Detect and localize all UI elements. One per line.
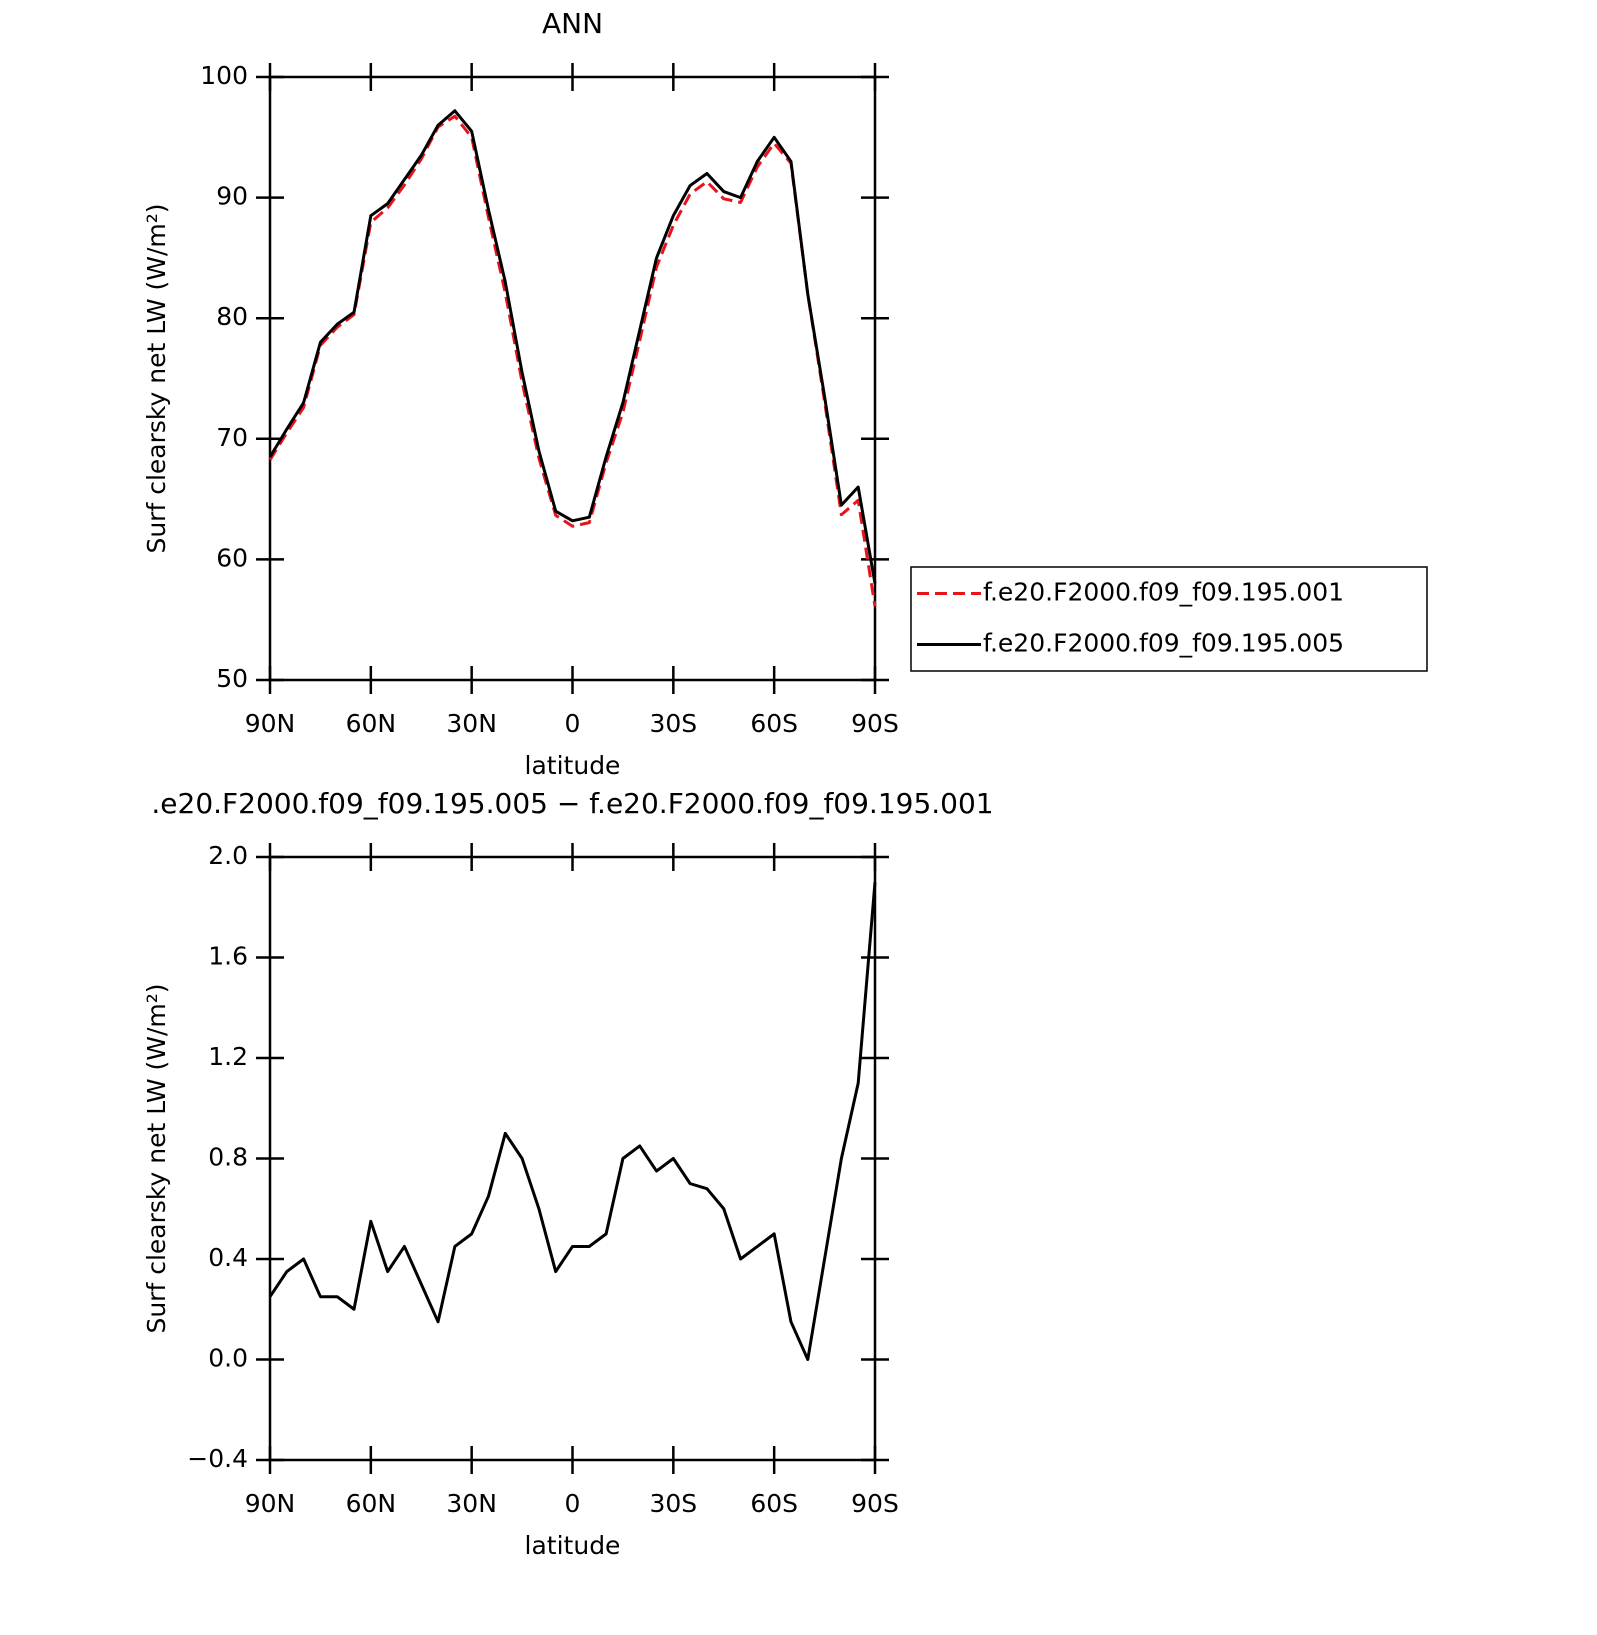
x-tick-label: 60S [750,709,798,738]
y-tick-label: 2.0 [208,841,248,870]
x-tick-label: 90N [245,709,296,738]
y-axis-label: Surf clearsky net LW (W/m²) [142,203,171,553]
x-tick-label: 0 [565,1489,581,1518]
y-tick-label: 1.6 [208,942,248,971]
data-line [268,114,877,607]
y-tick-label: 90 [216,182,248,211]
chart-title: ANN [542,7,603,40]
legend-label: f.e20.F2000.f09_f09.195.001 [983,578,1344,607]
y-tick-label: 0.0 [208,1344,248,1373]
y-tick-label: 50 [216,664,248,693]
chart-title: .e20.F2000.f09_f09.195.005 − f.e20.F2000… [151,787,993,820]
legend-box [910,566,1428,672]
plot-frame [268,855,877,1462]
x-tick-label: 30N [446,709,497,738]
data-line [268,882,877,1361]
x-tick-label: 60N [346,1489,397,1518]
x-tick-label: 60S [750,1489,798,1518]
x-tick-label: 0 [565,709,581,738]
x-tick-label: 30N [446,1489,497,1518]
y-tick-label: 80 [216,302,248,331]
x-axis-label: latitude [525,1531,621,1560]
y-axis-label: Surf clearsky net LW (W/m²) [142,983,171,1333]
y-tick-label: 0.4 [208,1243,248,1272]
x-axis-label: latitude [525,751,621,780]
data-line [268,109,877,584]
y-tick-label: 60 [216,543,248,572]
y-tick-label: 100 [200,61,248,90]
y-tick-label: −0.4 [187,1444,248,1473]
x-tick-label: 30S [649,709,697,738]
x-tick-label: 30S [649,1489,697,1518]
x-tick-label: 90S [851,709,899,738]
x-tick-label: 90N [245,1489,296,1518]
x-tick-label: 60N [346,709,397,738]
y-tick-label: 70 [216,423,248,452]
plot-frame [268,75,877,682]
y-tick-label: 1.2 [208,1042,248,1071]
y-tick-label: 0.8 [208,1143,248,1172]
legend-label: f.e20.F2000.f09_f09.195.005 [983,629,1344,658]
x-tick-label: 90S [851,1489,899,1518]
